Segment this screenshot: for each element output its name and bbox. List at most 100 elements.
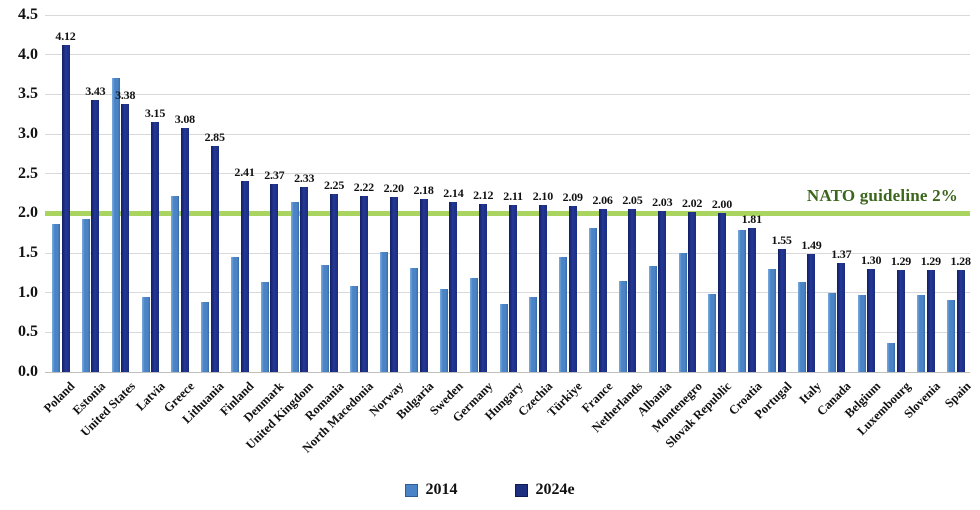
gridline: [45, 14, 970, 16]
bar-value-label: 2.00: [711, 197, 733, 212]
bar-2014: [589, 227, 598, 372]
legend: 2014 2024e: [0, 481, 980, 499]
bar-2024e: [867, 268, 876, 372]
bar-2024e: [747, 228, 756, 372]
bar-value-label: 2.20: [383, 181, 404, 196]
gridline: [45, 54, 970, 56]
x-category-label: Latvia: [132, 379, 168, 414]
bar-value-label: 2.85: [204, 129, 225, 144]
bar-value-label: 1.81: [741, 212, 762, 227]
y-tick-label: 0.5: [18, 323, 38, 341]
bar-2014: [290, 202, 299, 372]
bar-2014: [320, 264, 329, 372]
bar-2024e: [330, 193, 339, 372]
bar-2014: [648, 265, 657, 372]
y-tick-label: 0.0: [18, 363, 38, 380]
bar-2014: [738, 229, 747, 372]
bar-value-label: 1.29: [920, 253, 941, 268]
bar-value-label: 2.41: [234, 164, 255, 179]
bar-2014: [499, 303, 508, 372]
y-tick-label: 3.5: [18, 85, 38, 103]
y-tick-label: 2.5: [18, 164, 38, 182]
bar-2014: [708, 294, 717, 372]
bar-2024e: [61, 45, 70, 372]
gridline: [45, 93, 970, 95]
gridline: [45, 252, 970, 254]
bar-value-label: 2.02: [682, 195, 703, 210]
bar-2014: [797, 282, 806, 372]
bar-2014: [678, 253, 687, 372]
y-tick-label: 1.0: [18, 283, 38, 301]
bar-value-label: 1.55: [771, 233, 792, 248]
bar-value-label: 2.22: [353, 179, 374, 194]
nato-guideline-label: NATO guideline 2%: [806, 186, 958, 205]
bar-2024e: [717, 213, 726, 372]
bar-value-label: 2.10: [532, 189, 554, 204]
bar-value-label: 2.18: [413, 183, 434, 198]
bar-2014: [410, 268, 419, 372]
bar-2014: [529, 297, 538, 372]
bar-value-label: 3.38: [115, 87, 136, 102]
bar-2024e: [479, 203, 488, 372]
bar-2024e: [180, 127, 189, 372]
bar-2014: [350, 285, 359, 372]
legend-swatch-2024e: [515, 483, 529, 497]
bar-value-label: 3.43: [85, 83, 106, 98]
bar-2024e: [658, 210, 667, 372]
y-tick-label: 1.5: [18, 244, 38, 261]
bar-value-label: 2.05: [622, 193, 643, 208]
bar-2024e: [359, 195, 368, 372]
bar-2024e: [121, 103, 130, 372]
bar-2014: [917, 295, 926, 372]
y-tick-label: 4.5: [18, 6, 38, 23]
gridline: [45, 371, 970, 373]
bar-value-label: 1.37: [831, 247, 852, 262]
legend-item-2014: 2014: [405, 481, 457, 499]
bar-2014: [52, 223, 60, 372]
legend-item-2024e: 2024e: [515, 481, 575, 499]
gridline: [45, 133, 970, 135]
bar-2014: [827, 292, 836, 372]
bar-2014: [171, 195, 180, 372]
bar-2024e: [837, 263, 846, 372]
bar-value-label: 2.03: [652, 194, 673, 209]
bar-2024e: [151, 122, 160, 372]
bar-value-label: 2.09: [562, 190, 583, 205]
bar-2014: [469, 278, 478, 372]
bar-2024e: [598, 208, 607, 372]
x-category-label: Spain: [941, 379, 974, 411]
bar-2024e: [389, 197, 398, 372]
bar-value-label: 1.49: [801, 237, 822, 252]
bar-value-label: 1.28: [950, 254, 971, 269]
bar-value-label: 2.11: [503, 188, 523, 203]
bar-value-label: 2.14: [443, 186, 464, 201]
bar-value-label: 1.29: [890, 253, 912, 268]
bar-value-label: 2.25: [323, 177, 345, 192]
bar-2024e: [896, 269, 905, 372]
bar-value-label: 4.12: [55, 29, 76, 44]
bar-2014: [857, 295, 866, 372]
bar-2014: [111, 77, 120, 372]
y-tick-label: 2.0: [18, 204, 38, 222]
bar-2014: [380, 252, 389, 372]
bar-2014: [947, 299, 956, 372]
bar-2024e: [91, 99, 100, 372]
bar-2014: [559, 256, 568, 372]
bar-2014: [231, 256, 240, 372]
legend-label: 2024e: [535, 481, 575, 498]
bar-2024e: [509, 204, 518, 372]
bar-2024e: [270, 183, 279, 372]
bar-2014: [887, 343, 896, 372]
legend-swatch-2014: [405, 483, 419, 497]
bar-2024e: [419, 199, 428, 372]
legend-label: 2014: [425, 481, 458, 498]
gridline: [45, 173, 970, 175]
bar-value-label: 1.30: [861, 252, 882, 267]
bar-2024e: [538, 205, 547, 372]
bar-value-label: 3.08: [174, 111, 195, 126]
bar-2024e: [628, 209, 637, 372]
bar-2014: [439, 288, 448, 372]
bar-value-label: 2.06: [592, 192, 613, 207]
bar-2024e: [300, 187, 309, 372]
